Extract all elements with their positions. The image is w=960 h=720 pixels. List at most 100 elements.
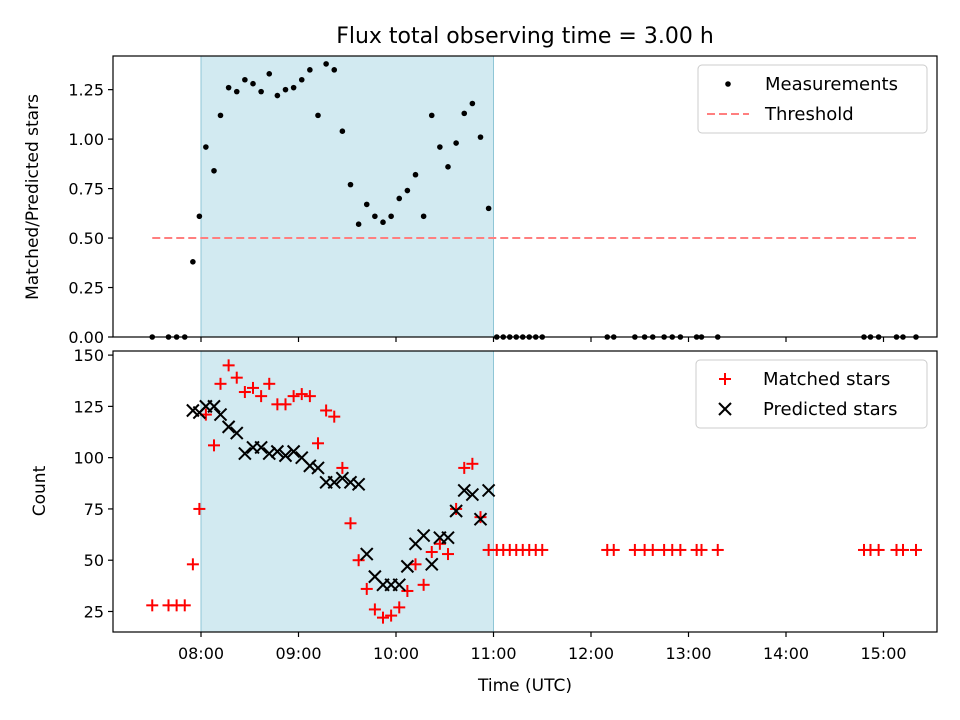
measurement-point	[323, 61, 329, 67]
top-y-tick-label: 1.25	[68, 81, 104, 100]
x-tick-label: 14:00	[763, 644, 809, 663]
x-tick-label: 11:00	[470, 644, 516, 663]
matched-stars-point	[393, 601, 406, 614]
predicted-stars-point	[449, 504, 463, 518]
predicted-stars-point	[221, 420, 236, 434]
predicted-stars-point	[335, 471, 350, 485]
top-y-tick-label: 0.00	[68, 328, 104, 347]
matched-stars-point	[328, 410, 341, 423]
predicted-stars-point	[343, 475, 358, 489]
measurement-point	[274, 92, 281, 99]
matched-stars-point	[279, 398, 292, 411]
matched-stars-point	[377, 611, 389, 624]
matched-stars-point	[433, 537, 446, 550]
matched-stars-point	[255, 390, 268, 403]
matched-stars-point	[287, 390, 300, 403]
matched-stars-point	[872, 543, 885, 556]
legend-measurements-marker	[725, 81, 731, 87]
measurement-point	[396, 195, 403, 202]
x-tick-label: 10:00	[373, 644, 419, 663]
matched-stars-point	[695, 543, 708, 556]
measurement-point	[437, 144, 443, 150]
measurement-point	[331, 67, 338, 73]
measurement-point	[298, 76, 305, 83]
measurement-point	[412, 171, 419, 178]
measurement-point	[469, 100, 476, 107]
legend-threshold-label: Threshold	[764, 104, 854, 125]
x-tick-label: 08:00	[178, 644, 224, 663]
legend-matched-marker	[719, 373, 731, 385]
measurement-point	[420, 213, 427, 220]
measurement-point	[388, 213, 394, 220]
matched-stars-point	[385, 609, 398, 622]
predicted-stars-point	[327, 475, 341, 489]
predicted-stars-point	[392, 578, 406, 592]
measurement-point	[461, 110, 468, 117]
top-axes-frame	[112, 55, 938, 338]
measurement-point	[404, 187, 411, 194]
predicted-stars-point	[425, 557, 439, 572]
top-y-tick-label: 1.00	[68, 130, 104, 149]
measurement-point	[347, 181, 354, 188]
matched-stars-point	[193, 502, 206, 515]
measurement-point	[266, 71, 273, 77]
matched-stars-point	[897, 543, 909, 556]
matched-stars-point	[320, 404, 333, 417]
bottom-x-ticks: 08:00 09:00 10:00 11:00 12:00 13:00 14:00 15:00	[178, 632, 907, 663]
bottom-panel: 25 50 75 100 125 150 08:00 09:00 10:00 11:00 12:0…	[30, 346, 938, 696]
x-tick-label: 13:00	[665, 644, 711, 663]
bottom-observing-window	[201, 351, 494, 632]
matched-stars-point	[263, 377, 276, 390]
top-y-tick-label: 0.75	[68, 180, 104, 199]
matched-stars-point	[466, 457, 479, 470]
predicted-stars-point	[311, 461, 325, 475]
measurement-point	[211, 167, 217, 174]
bottom-marks	[146, 359, 922, 624]
predicted-stars-point	[270, 444, 285, 459]
predicted-stars-point	[360, 547, 374, 561]
bottom-y-tick-label: 25	[84, 602, 104, 621]
measurement-point	[485, 205, 492, 212]
bottom-y-tick-label: 150	[73, 346, 104, 365]
bottom-legend-box	[695, 359, 928, 429]
bottom-axes-frame	[112, 350, 938, 633]
top-y-tick-label: 0.25	[68, 279, 104, 298]
matched-stars-point	[409, 558, 422, 571]
bottom-y-tick-label: 50	[84, 551, 104, 570]
matched-stars-point	[186, 558, 199, 571]
bottom-y-tick-label: 125	[73, 397, 104, 416]
measurement-point	[196, 213, 203, 220]
matched-stars-point	[442, 548, 454, 561]
measurement-point	[453, 140, 459, 146]
measurement-point	[258, 88, 264, 95]
predicted-stars-point	[441, 530, 455, 545]
measurement-point	[477, 134, 484, 140]
measurement-point	[242, 76, 248, 83]
predicted-stars-point	[473, 512, 488, 526]
matched-stars-point	[474, 511, 487, 524]
x-tick-label: 15:00	[860, 644, 906, 663]
measurement-point	[233, 88, 240, 95]
predicted-stars-point	[303, 459, 317, 473]
matched-stars-point	[230, 371, 243, 384]
top-observing-window	[201, 56, 494, 337]
predicted-stars-point	[457, 483, 471, 498]
measurement-point	[363, 201, 370, 208]
top-legend-box	[697, 64, 928, 134]
matched-stars-point	[711, 543, 724, 556]
matched-stars-point	[222, 359, 235, 372]
bottom-y-tick-label: 100	[73, 449, 104, 468]
predicted-stars-point	[262, 446, 276, 461]
top-marks	[149, 61, 919, 340]
measurement-point	[190, 259, 196, 265]
measurement-point	[372, 213, 378, 220]
matched-stars-point	[295, 388, 308, 401]
matched-stars-point	[910, 543, 922, 556]
top-y-tick-label: 0.50	[68, 229, 104, 248]
matched-stars-point	[178, 599, 191, 612]
matched-stars-point	[214, 377, 227, 390]
predicted-stars-point	[254, 440, 268, 455]
predicted-stars-point	[481, 483, 496, 498]
matched-stars-point	[336, 461, 349, 474]
